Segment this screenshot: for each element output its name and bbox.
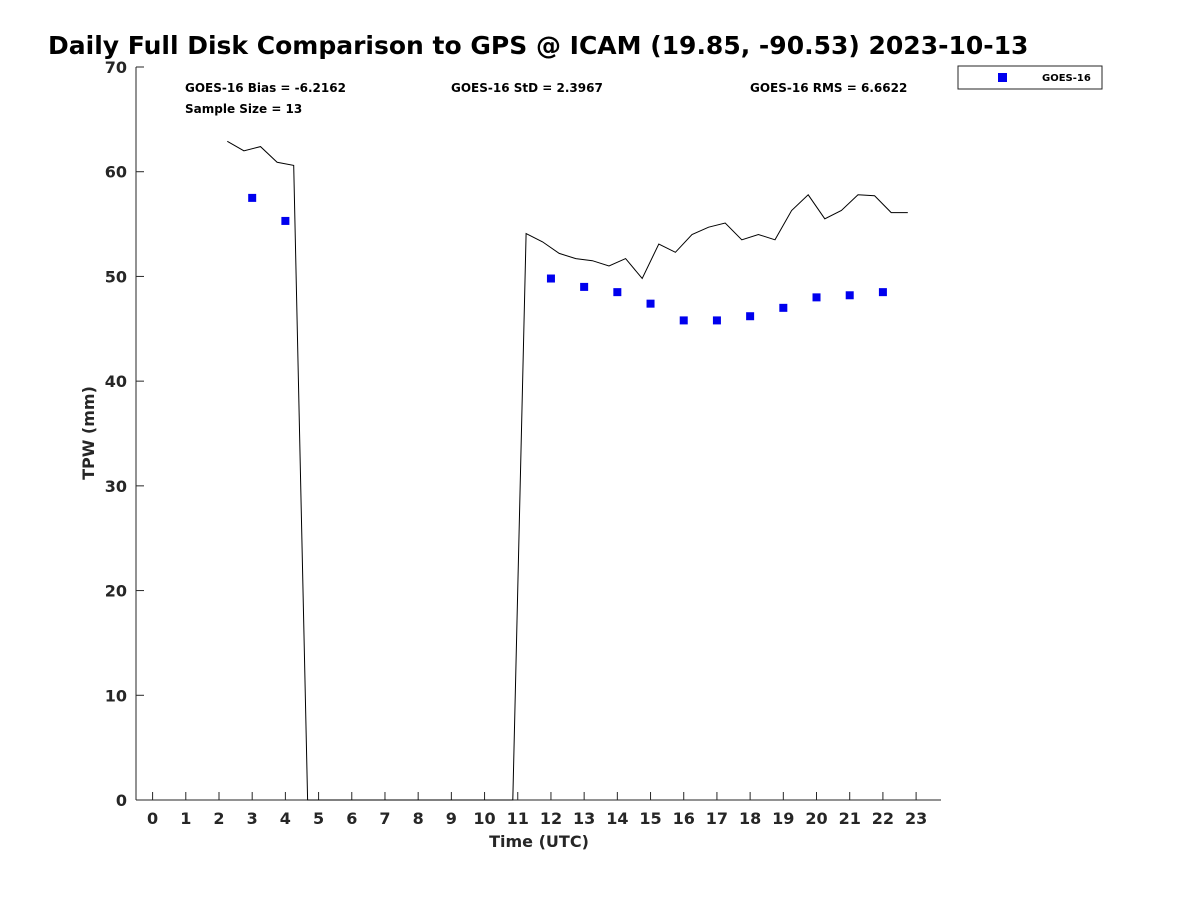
goes16-point — [878, 288, 887, 297]
gps-tpw-line — [227, 140, 908, 801]
x-tick-label: 10 — [473, 809, 495, 828]
goes16-point — [613, 288, 622, 297]
x-tick-label: 9 — [446, 809, 457, 828]
x-tick-label: 2 — [213, 809, 224, 828]
x-tick-label: 16 — [673, 809, 695, 828]
x-tick-label: 8 — [413, 809, 424, 828]
goes16-point — [646, 299, 655, 308]
series-layer — [227, 140, 908, 801]
goes16-point — [679, 316, 688, 325]
y-tick-label: 40 — [105, 372, 127, 391]
legend-label-goes16: GOES-16 — [1042, 73, 1091, 84]
x-tick-label: 0 — [147, 809, 158, 828]
legend-marker-goes16 — [998, 73, 1007, 82]
y-tick-label: 0 — [116, 791, 127, 810]
rms-annotation: GOES-16 RMS = 6.6622 — [750, 81, 907, 95]
goes16-point — [546, 274, 555, 283]
goes16-point — [746, 312, 755, 321]
x-tick-label: 13 — [573, 809, 595, 828]
goes16-point — [845, 291, 854, 300]
x-tick-label: 1 — [180, 809, 191, 828]
x-tick-label: 22 — [872, 809, 894, 828]
std-annotation: GOES-16 StD = 2.3967 — [451, 81, 603, 95]
x-tick-label: 4 — [280, 809, 291, 828]
bias-annotation: GOES-16 Bias = -6.2162 — [185, 81, 346, 95]
x-tick-label: 18 — [739, 809, 761, 828]
y-axis-label: TPW (mm) — [79, 386, 98, 480]
goes16-point — [812, 293, 821, 302]
x-tick-label: 17 — [706, 809, 728, 828]
y-tick-label: 30 — [105, 477, 127, 496]
x-tick-label: 20 — [805, 809, 827, 828]
x-tick-label: 12 — [540, 809, 562, 828]
x-tick-label: 6 — [346, 809, 357, 828]
x-tick-label: 19 — [772, 809, 794, 828]
x-ticks: 0 1 2 3 4 5 6 7 8 9 10 11 12 13 14 15 16 17 18 19 20 21 22 23 — [147, 792, 927, 828]
y-tick-label: 10 — [105, 686, 127, 705]
y-tick-label: 50 — [105, 267, 127, 286]
goes16-point — [580, 282, 589, 291]
y-tick-label: 20 — [105, 582, 127, 601]
sample-size-annotation: Sample Size = 13 — [185, 102, 302, 116]
y-ticks: 0 10 20 30 40 50 60 70 — [105, 58, 144, 810]
goes16-point — [712, 316, 721, 325]
x-tick-label: 7 — [379, 809, 390, 828]
x-tick-label: 3 — [247, 809, 258, 828]
plot-axes — [135, 67, 941, 801]
goes16-point — [779, 303, 788, 312]
y-tick-label: 70 — [105, 58, 127, 77]
x-tick-label: 23 — [905, 809, 927, 828]
x-tick-label: 11 — [507, 809, 529, 828]
chart-title: Daily Full Disk Comparison to GPS @ ICAM… — [48, 31, 1028, 60]
goes16-point — [248, 193, 257, 202]
x-tick-label: 15 — [639, 809, 661, 828]
y-tick-label: 60 — [105, 163, 127, 182]
x-tick-label: 14 — [606, 809, 628, 828]
x-axis-label: Time (UTC) — [489, 832, 589, 851]
goes16-point — [281, 216, 290, 225]
legend: GOES-16 — [957, 65, 1103, 90]
x-tick-label: 21 — [839, 809, 861, 828]
legend-box — [957, 65, 1103, 90]
x-tick-label: 5 — [313, 809, 324, 828]
